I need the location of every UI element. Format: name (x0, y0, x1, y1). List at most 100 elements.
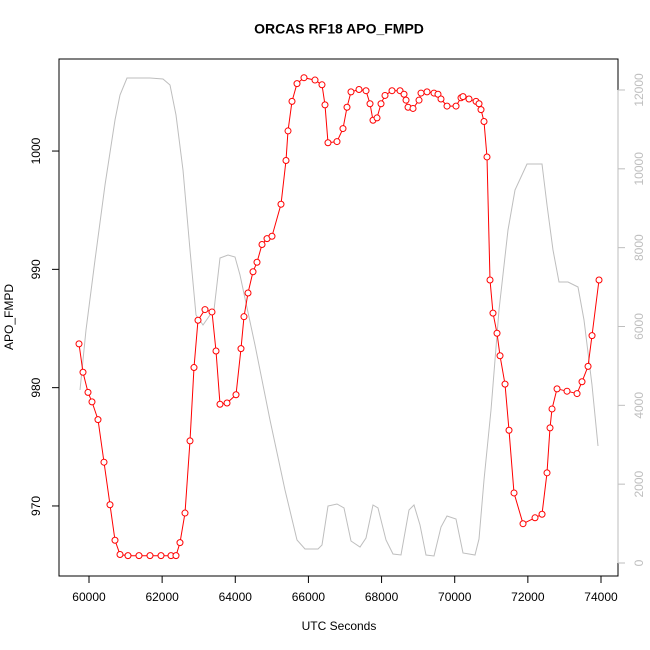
y2-tick-label: 8000 (632, 234, 646, 261)
data-point (415, 96, 423, 104)
data-point (181, 509, 189, 517)
data-point (100, 458, 108, 466)
data-point (88, 398, 96, 406)
data-point (480, 117, 488, 125)
data-point (588, 332, 596, 340)
data-point (531, 514, 539, 522)
data-point (124, 552, 132, 560)
x-tick-label: 64000 (219, 590, 253, 604)
data-point (277, 200, 285, 208)
data-point (321, 101, 329, 109)
data-point (553, 385, 561, 393)
data-point (216, 400, 224, 408)
data-point (501, 380, 509, 388)
data-point (79, 368, 87, 376)
data-point (75, 340, 83, 348)
series-line (78, 77, 600, 557)
data-point (573, 390, 581, 398)
x-tick-label: 74000 (584, 590, 618, 604)
x-tick-label: 72000 (511, 590, 545, 604)
data-point (223, 399, 231, 407)
plot-frame (58, 58, 619, 577)
data-point (489, 309, 497, 317)
y-tick-label: 980 (29, 377, 43, 397)
y2-tick-label: 10000 (632, 152, 646, 186)
data-point (477, 106, 485, 114)
data-point (595, 276, 603, 284)
data-point (409, 104, 417, 112)
data-point (510, 489, 518, 497)
data-point (172, 552, 180, 560)
data-point (244, 289, 252, 297)
data-point (548, 405, 556, 413)
data-point (157, 552, 165, 560)
data-point (400, 90, 408, 98)
data-point (343, 103, 351, 111)
data-point (546, 424, 554, 432)
data-point (284, 127, 292, 135)
data-point (212, 347, 220, 355)
data-point (318, 81, 326, 89)
data-point (268, 232, 276, 240)
data-point (176, 539, 184, 547)
data-point (362, 87, 370, 95)
y2-tick-label: 0 (632, 559, 646, 566)
y-tick-label: 1000 (29, 137, 43, 164)
x-tick-label: 66000 (292, 590, 326, 604)
data-point (366, 100, 374, 108)
data-point (339, 125, 347, 133)
data-point (377, 100, 385, 108)
y2-tick-label: 6000 (632, 313, 646, 340)
x-tick-label: 68000 (365, 590, 399, 604)
y-axis-label: APO_FMPD (2, 284, 16, 350)
data-point (373, 114, 381, 122)
data-point (253, 258, 261, 266)
data-point (563, 387, 571, 395)
data-point (186, 437, 194, 445)
data-point (483, 153, 491, 161)
data-point (465, 95, 473, 103)
data-point (578, 378, 586, 386)
data-point (437, 95, 445, 103)
data-point (288, 97, 296, 105)
series-line (79, 77, 599, 557)
data-point (111, 536, 119, 544)
y2-tick-label: 12000 (632, 73, 646, 107)
data-point (232, 391, 240, 399)
data-point (240, 313, 248, 321)
data-point (201, 306, 209, 314)
data-point (519, 520, 527, 528)
data-point (493, 329, 501, 337)
data-point (237, 345, 245, 353)
data-point (496, 352, 504, 360)
data-point (459, 93, 467, 101)
y-tick-label: 990 (29, 259, 43, 279)
data-point (443, 102, 451, 110)
data-point (190, 364, 198, 372)
data-point (300, 74, 308, 82)
x-tick-label: 60000 (72, 590, 106, 604)
data-point (311, 76, 319, 84)
x-axis-label: UTC Seconds (302, 619, 377, 633)
data-point (84, 388, 92, 396)
data-point (475, 100, 483, 108)
data-point (208, 308, 216, 316)
data-point (333, 138, 341, 146)
data-point (324, 139, 332, 147)
data-point (417, 89, 425, 97)
data-point (402, 96, 410, 104)
data-point (538, 510, 546, 518)
data-point (584, 362, 592, 370)
y2-tick-label: 2000 (632, 470, 646, 497)
data-point (381, 91, 389, 99)
x-tick-label: 62000 (145, 590, 179, 604)
x-tick-label: 70000 (438, 590, 472, 604)
data-point (194, 316, 202, 324)
data-point (249, 268, 257, 276)
data-point (146, 552, 154, 560)
data-point (505, 426, 513, 434)
data-point (282, 157, 290, 165)
data-point (423, 88, 431, 96)
data-point (388, 87, 396, 95)
